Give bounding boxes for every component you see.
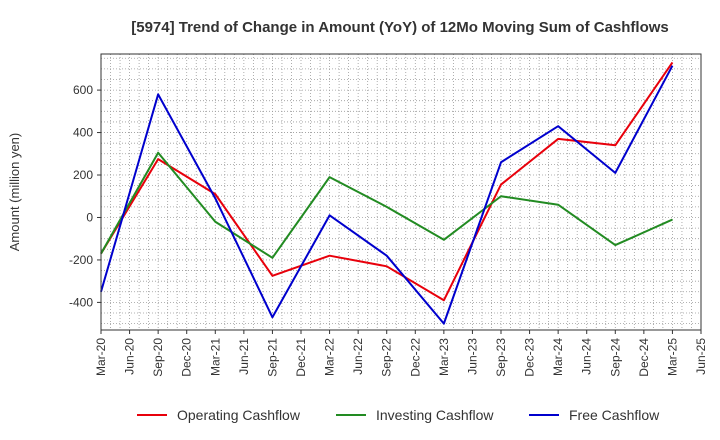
legend: Operating Cashflow Investing Cashflow Free…: [137, 407, 660, 423]
x-tick-label: Dec-21: [294, 338, 308, 377]
gridlines: [101, 54, 701, 330]
y-tick-label: 200: [73, 168, 93, 182]
y-tick-label: -400: [69, 295, 93, 309]
y-tick-label: 0: [86, 210, 93, 224]
plot-area: [101, 54, 701, 330]
x-tick-label: Jun-24: [580, 338, 594, 375]
y-axis-ticks: -400 -200 0 200 400 600: [69, 83, 101, 309]
x-axis-ticks: Mar-20 Jun-20 Sep-20 Dec-20 Mar-21 Jun-21 Sep-…: [94, 330, 708, 377]
x-tick-label: Dec-20: [180, 338, 194, 377]
x-tick-label: Dec-23: [523, 338, 537, 377]
y-axis-title: Amount (million yen): [7, 133, 22, 252]
series-line-free-cashflow: [100, 65, 674, 325]
x-tick-label: Mar-22: [323, 338, 337, 376]
x-tick-label: Dec-22: [408, 338, 422, 377]
x-tick-label: Sep-20: [151, 338, 165, 377]
x-tick-label: Jun-21: [237, 338, 251, 375]
series-line-investing-cashflow: [100, 151, 673, 259]
x-tick-label: Mar-20: [94, 338, 108, 376]
series-lines: [100, 61, 674, 325]
chart-title: [5974] Trend of Change in Amount (YoY) o…: [131, 19, 669, 36]
legend-label-free-cashflow: Free Cashflow: [569, 407, 660, 423]
x-tick-label: Dec-24: [637, 338, 651, 377]
x-tick-label: Mar-24: [551, 338, 565, 376]
x-tick-label: Sep-22: [380, 338, 394, 377]
legend-label-investing-cashflow: Investing Cashflow: [376, 407, 494, 423]
plot-border: [100, 53, 702, 331]
y-tick-label: 400: [73, 126, 93, 140]
x-tick-label: Sep-21: [265, 338, 279, 377]
y-tick-label: -200: [69, 253, 93, 267]
y-tick-label: 600: [73, 83, 93, 97]
x-tick-label: Mar-25: [665, 338, 679, 376]
x-tick-label: Sep-23: [494, 338, 508, 377]
x-tick-label: Jun-22: [351, 338, 365, 375]
x-tick-label: Jun-23: [465, 338, 479, 375]
x-tick-label: Mar-21: [208, 338, 222, 376]
x-tick-label: Sep-24: [608, 338, 622, 377]
x-tick-label: Jun-20: [123, 338, 137, 375]
legend-label-operating-cashflow: Operating Cashflow: [177, 407, 301, 423]
x-tick-label: Jun-25: [694, 338, 708, 375]
x-tick-label: Mar-23: [437, 338, 451, 376]
